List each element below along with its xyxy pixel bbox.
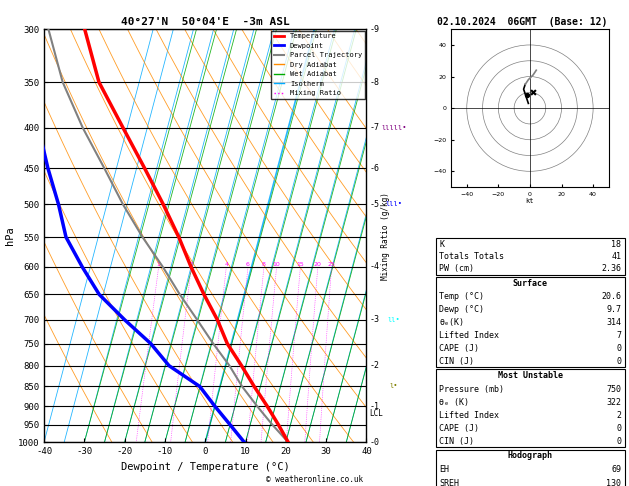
Text: -3: -3 <box>370 315 380 324</box>
Text: 18: 18 <box>611 240 621 249</box>
Text: 0: 0 <box>616 357 621 366</box>
Text: 0: 0 <box>616 424 621 433</box>
Text: K: K <box>439 240 444 249</box>
Text: Pressure (mb): Pressure (mb) <box>439 384 504 394</box>
Text: CIN (J): CIN (J) <box>439 437 474 446</box>
Text: 6: 6 <box>246 262 250 267</box>
Legend: Temperature, Dewpoint, Parcel Trajectory, Dry Adiabat, Wet Adiabat, Isotherm, Mi: Temperature, Dewpoint, Parcel Trajectory… <box>271 31 365 99</box>
Y-axis label: hPa: hPa <box>5 226 15 245</box>
Text: 0: 0 <box>616 344 621 353</box>
Text: SREH: SREH <box>439 479 459 486</box>
Text: Surface: Surface <box>513 279 548 288</box>
Text: Hodograph: Hodograph <box>508 451 553 460</box>
Text: lllll•: lllll• <box>381 125 406 131</box>
Text: l•: l• <box>389 383 398 389</box>
Text: -7: -7 <box>370 123 380 132</box>
Text: 2: 2 <box>189 262 193 267</box>
Text: lll•: lll• <box>386 201 403 208</box>
Text: Lifted Index: Lifted Index <box>439 331 499 340</box>
Text: 314: 314 <box>606 318 621 327</box>
Text: PW (cm): PW (cm) <box>439 264 474 273</box>
Text: -0: -0 <box>370 438 380 447</box>
Text: 0: 0 <box>616 437 621 446</box>
Text: 25: 25 <box>328 262 335 267</box>
Text: LCL: LCL <box>370 409 384 418</box>
Title: 40°27'N  50°04'E  -3m ASL: 40°27'N 50°04'E -3m ASL <box>121 17 289 27</box>
Text: ll•: ll• <box>387 317 400 323</box>
Text: CAPE (J): CAPE (J) <box>439 424 479 433</box>
Text: 8: 8 <box>262 262 266 267</box>
Text: 20.6: 20.6 <box>601 292 621 301</box>
X-axis label: Dewpoint / Temperature (°C): Dewpoint / Temperature (°C) <box>121 462 289 472</box>
Text: -4: -4 <box>370 262 380 272</box>
Text: θₑ(K): θₑ(K) <box>439 318 464 327</box>
Point <box>521 91 532 100</box>
X-axis label: kt: kt <box>526 198 534 204</box>
Text: Temp (°C): Temp (°C) <box>439 292 484 301</box>
Point <box>528 88 538 96</box>
Text: Most Unstable: Most Unstable <box>498 371 563 380</box>
Text: 750: 750 <box>606 384 621 394</box>
Text: 2.36: 2.36 <box>601 264 621 273</box>
Text: EH: EH <box>439 465 449 474</box>
Text: 69: 69 <box>611 465 621 474</box>
Text: Mixing Ratio (g/kg): Mixing Ratio (g/kg) <box>381 192 390 279</box>
Text: 7: 7 <box>616 331 621 340</box>
Text: 20: 20 <box>314 262 321 267</box>
Text: Totals Totals: Totals Totals <box>439 252 504 261</box>
Text: 2: 2 <box>616 411 621 420</box>
Text: 41: 41 <box>611 252 621 261</box>
Text: 15: 15 <box>296 262 304 267</box>
Text: Dewp (°C): Dewp (°C) <box>439 305 484 314</box>
Text: -5: -5 <box>370 200 380 209</box>
Text: 10: 10 <box>273 262 281 267</box>
Text: 322: 322 <box>606 398 621 407</box>
Text: Lifted Index: Lifted Index <box>439 411 499 420</box>
Text: -9: -9 <box>370 25 380 34</box>
Text: θₑ (K): θₑ (K) <box>439 398 469 407</box>
Text: -6: -6 <box>370 164 380 173</box>
Text: 9.7: 9.7 <box>606 305 621 314</box>
Text: © weatheronline.co.uk: © weatheronline.co.uk <box>266 474 363 484</box>
Text: -2: -2 <box>370 361 380 370</box>
Text: 130: 130 <box>606 479 621 486</box>
Text: -8: -8 <box>370 78 380 87</box>
Text: CIN (J): CIN (J) <box>439 357 474 366</box>
Text: 4: 4 <box>225 262 228 267</box>
Text: CAPE (J): CAPE (J) <box>439 344 479 353</box>
Text: 1: 1 <box>157 262 160 267</box>
Text: -1: -1 <box>370 401 380 411</box>
Text: 02.10.2024  06GMT  (Base: 12): 02.10.2024 06GMT (Base: 12) <box>437 17 608 27</box>
